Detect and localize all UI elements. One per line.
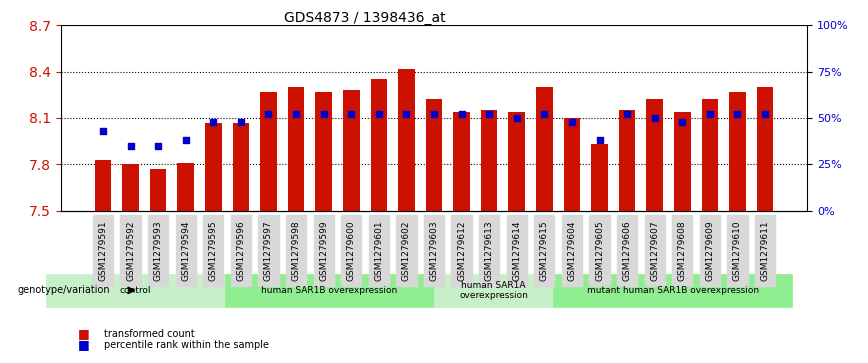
Point — [675, 119, 689, 125]
Point — [648, 115, 661, 121]
Point — [731, 111, 745, 117]
Text: human SAR1A
overexpression: human SAR1A overexpression — [459, 281, 528, 300]
Point — [483, 111, 496, 117]
Text: transformed count: transformed count — [104, 329, 195, 339]
Text: human SAR1B overexpression: human SAR1B overexpression — [261, 286, 398, 295]
Bar — [315, 92, 332, 211]
Point — [207, 119, 220, 125]
Text: ■: ■ — [78, 327, 90, 340]
Bar — [729, 92, 746, 211]
Point — [593, 137, 607, 143]
Point — [317, 111, 331, 117]
Bar — [509, 112, 525, 211]
Bar — [481, 110, 497, 211]
Text: genotype/variation: genotype/variation — [17, 285, 110, 295]
Bar — [205, 123, 221, 211]
Bar — [343, 90, 359, 211]
Bar — [453, 112, 470, 211]
Point — [123, 143, 137, 149]
Point — [261, 111, 275, 117]
Point — [455, 111, 469, 117]
Bar — [177, 163, 194, 211]
Point — [179, 137, 193, 143]
Bar — [260, 92, 277, 211]
Point — [234, 119, 248, 125]
Text: GDS4873 / 1398436_at: GDS4873 / 1398436_at — [284, 11, 445, 25]
Bar — [757, 87, 773, 211]
Point — [703, 111, 717, 117]
Point — [620, 111, 634, 117]
Bar — [563, 118, 580, 211]
Text: percentile rank within the sample: percentile rank within the sample — [104, 340, 269, 350]
Bar — [536, 87, 553, 211]
Bar — [288, 87, 305, 211]
Bar — [122, 164, 139, 211]
Point — [289, 111, 303, 117]
Bar — [233, 123, 249, 211]
Bar — [150, 169, 167, 211]
Point — [151, 143, 165, 149]
Bar — [425, 99, 443, 211]
Bar — [371, 79, 387, 211]
Point — [758, 111, 772, 117]
Text: mutant human SAR1B overexpression: mutant human SAR1B overexpression — [587, 286, 759, 295]
Bar — [674, 112, 691, 211]
Text: ■: ■ — [78, 338, 90, 351]
Point — [96, 128, 110, 134]
Bar — [619, 110, 635, 211]
Point — [565, 119, 579, 125]
Point — [399, 111, 413, 117]
Bar — [95, 160, 111, 211]
Point — [537, 111, 551, 117]
Point — [510, 115, 523, 121]
Bar — [647, 99, 663, 211]
Point — [345, 111, 358, 117]
Point — [372, 111, 385, 117]
Point — [427, 111, 441, 117]
Text: control: control — [120, 286, 151, 295]
Bar — [398, 69, 415, 211]
Bar — [701, 99, 718, 211]
Bar — [591, 144, 608, 211]
